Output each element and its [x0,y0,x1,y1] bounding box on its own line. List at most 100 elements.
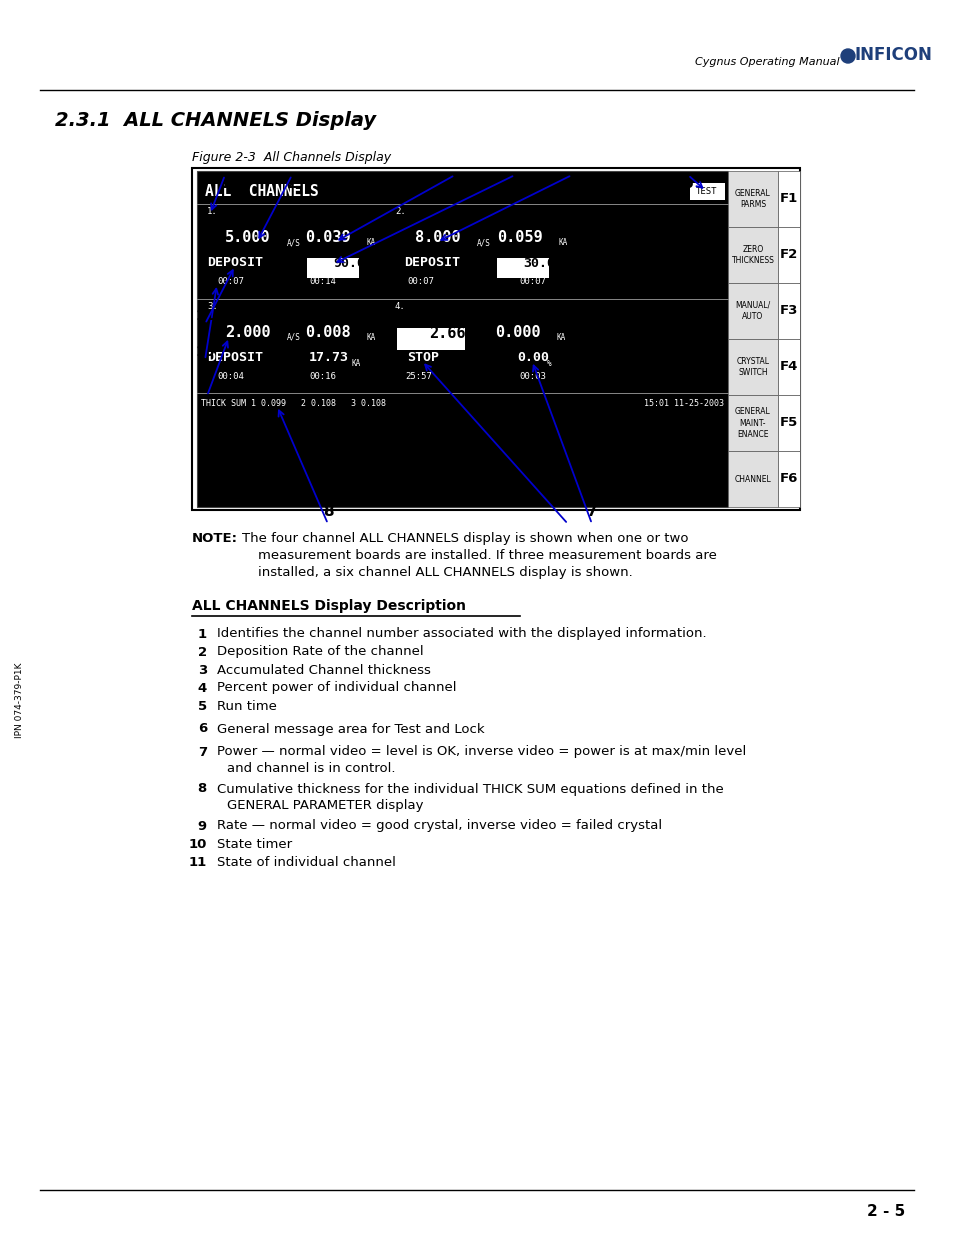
Text: 8.000: 8.000 [415,230,460,245]
Bar [196,170,727,508]
Text: 5: 5 [197,699,207,713]
Text: 2: 2 [286,175,297,190]
Text: Deposition Rate of the channel: Deposition Rate of the channel [216,646,423,658]
Text: 7: 7 [197,746,207,758]
Text: and channel is in control.: and channel is in control. [227,762,395,774]
Text: State timer: State timer [216,837,292,851]
Text: DEPOSIT: DEPOSIT [207,256,263,269]
Text: 00:07: 00:07 [216,277,244,287]
Text: 9: 9 [197,820,207,832]
Text: F5: F5 [779,416,798,430]
Text: 1: 1 [197,627,207,641]
Bar [778,227,800,283]
Text: %: % [546,359,551,368]
Text: NOTE:: NOTE: [192,532,237,545]
Text: A/S: A/S [476,238,491,247]
Text: IPN 074-379-P1K: IPN 074-379-P1K [15,662,25,737]
Text: %: % [548,264,553,273]
Text: CHANNEL: CHANNEL [734,474,771,483]
Text: F2: F2 [779,248,798,262]
Text: Accumulated Channel thickness: Accumulated Channel thickness [216,663,431,677]
Text: 25:57: 25:57 [405,372,432,382]
Text: 0.00: 0.00 [517,351,548,364]
Text: STOP: STOP [407,351,438,364]
Text: GENERAL
PARMS: GENERAL PARMS [735,189,770,210]
Text: F1: F1 [779,193,798,205]
Text: 00:03: 00:03 [518,372,545,382]
Text: 8: 8 [197,783,207,795]
Text: KA: KA [367,333,375,342]
Text: 0.008: 0.008 [305,325,351,340]
Text: General message area for Test and Lock: General message area for Test and Lock [216,722,484,736]
Circle shape [841,49,854,63]
Text: 00:07: 00:07 [407,277,434,287]
Text: State of individual channel: State of individual channel [216,856,395,868]
Text: 3: 3 [197,663,207,677]
Text: Figure 2-3  All Channels Display: Figure 2-3 All Channels Display [192,152,391,164]
Text: 4: 4 [197,682,207,694]
Bar [727,451,778,508]
Text: 2.667: 2.667 [429,326,475,341]
Text: Rate — normal video = good crystal, inverse video = failed crystal: Rate — normal video = good crystal, inve… [216,820,661,832]
Bar [727,338,778,395]
Text: DEPOSIT: DEPOSIT [403,256,459,269]
Bar [689,183,724,200]
Text: 2 - 5: 2 - 5 [866,1204,904,1219]
Text: 4.: 4. [395,303,405,311]
Text: A/S: A/S [287,333,300,342]
Bar [778,451,800,508]
Text: GENERAL PARAMETER display: GENERAL PARAMETER display [227,799,423,811]
Bar [778,395,800,451]
Text: %: % [358,264,363,273]
Text: measurement boards are installed. If three measurement boards are: measurement boards are installed. If thr… [257,550,716,562]
Text: INFICON: INFICON [853,46,931,64]
Text: 5: 5 [566,175,577,190]
Text: Run time: Run time [216,699,276,713]
Text: KA: KA [558,238,568,247]
Text: 8: 8 [322,504,333,519]
Bar [192,168,800,510]
Text: 00:07: 00:07 [518,277,545,287]
Bar [307,258,358,278]
Text: KA: KA [352,359,361,368]
Text: 3.: 3. [207,303,217,311]
Text: 00:16: 00:16 [309,372,335,382]
Text: A/S: A/S [467,335,480,345]
Text: 2.3.1  ALL CHANNELS Display: 2.3.1 ALL CHANNELS Display [55,110,375,130]
Text: 17.73: 17.73 [309,351,349,364]
Bar [727,395,778,451]
Text: GENERAL
MAINT-
ENANCE: GENERAL MAINT- ENANCE [735,406,770,440]
Text: CRYSTAL
SWITCH: CRYSTAL SWITCH [736,357,769,378]
Bar [778,338,800,395]
Text: 11: 11 [195,309,214,324]
Text: 2: 2 [197,646,207,658]
Bar [497,258,548,278]
Text: TEST: TEST [696,188,717,196]
Text: The four channel ALL CHANNELS display is shown when one or two: The four channel ALL CHANNELS display is… [242,532,688,545]
Bar [778,170,800,227]
Text: 1.: 1. [207,207,217,216]
Text: 0.059: 0.059 [497,230,542,245]
Text: Cumulative thickness for the individual THICK SUM equations defined in the: Cumulative thickness for the individual … [216,783,723,795]
Text: 10: 10 [195,345,214,359]
Text: 15:01 11-25-2003: 15:01 11-25-2003 [643,399,723,408]
Text: 2.000: 2.000 [225,325,271,340]
Text: ALL  CHANNELS: ALL CHANNELS [205,184,318,199]
Text: KA: KA [557,333,566,342]
Text: 6: 6 [197,722,207,736]
Text: installed, a six channel ALL CHANNELS display is shown.: installed, a six channel ALL CHANNELS di… [257,566,632,579]
Text: 2.: 2. [395,207,405,216]
Text: Identifies the channel number associated with the displayed information.: Identifies the channel number associated… [216,627,706,641]
Text: 3: 3 [449,175,460,190]
Text: Power — normal video = level is OK, inverse video = power is at max/min level: Power — normal video = level is OK, inve… [216,746,745,758]
Text: ALL CHANNELS Display Description: ALL CHANNELS Display Description [192,599,465,613]
Text: 0.039: 0.039 [305,230,351,245]
Text: 4: 4 [509,175,519,190]
Text: 11: 11 [189,856,207,868]
Text: F3: F3 [779,305,798,317]
Text: THICK SUM 1 0.099   2 0.108   3 0.108: THICK SUM 1 0.099 2 0.108 3 0.108 [201,399,386,408]
Text: DEPOSIT: DEPOSIT [207,351,263,364]
Text: ZERO
THICKNESS: ZERO THICKNESS [731,245,774,266]
Text: 1: 1 [219,175,230,190]
Text: 0.000: 0.000 [495,325,540,340]
